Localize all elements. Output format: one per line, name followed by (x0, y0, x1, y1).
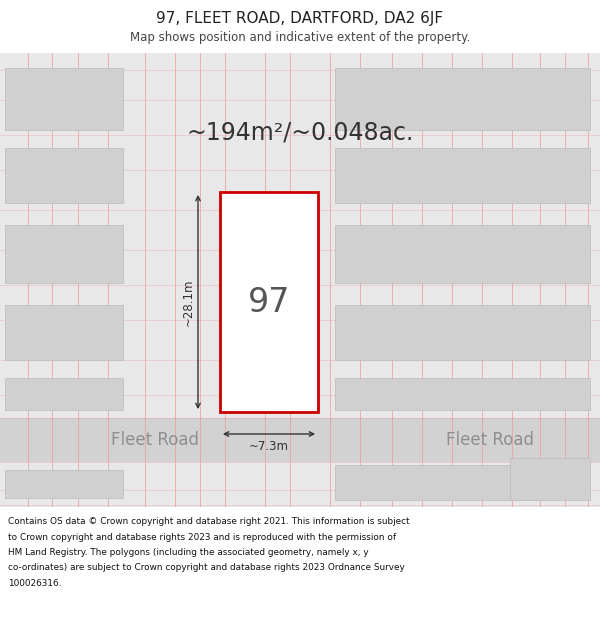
Text: to Crown copyright and database rights 2023 and is reproduced with the permissio: to Crown copyright and database rights 2… (8, 532, 396, 541)
Bar (5, 225, 123, 283)
Bar (0, 53, 600, 507)
Bar (5, 148, 123, 203)
Text: Map shows position and indicative extent of the property.: Map shows position and indicative extent… (130, 31, 470, 44)
Text: co-ordinates) are subject to Crown copyright and database rights 2023 Ordnance S: co-ordinates) are subject to Crown copyr… (8, 564, 405, 572)
Text: 97: 97 (248, 286, 290, 319)
Text: 100026316.: 100026316. (8, 579, 61, 588)
Bar (335, 465, 545, 500)
Text: ~28.1m: ~28.1m (182, 278, 194, 326)
Text: Fleet Road: Fleet Road (111, 431, 199, 449)
Text: Contains OS data © Crown copyright and database right 2021. This information is : Contains OS data © Crown copyright and d… (8, 517, 410, 526)
Bar (5, 68, 123, 130)
Bar (335, 225, 590, 283)
Bar (0, 418, 600, 462)
Bar (5, 305, 123, 360)
Bar (510, 458, 590, 500)
Bar (335, 378, 590, 410)
Text: ~194m²/~0.048ac.: ~194m²/~0.048ac. (187, 121, 413, 145)
Bar (5, 378, 123, 410)
Bar (335, 68, 590, 130)
Bar (335, 305, 590, 360)
Text: HM Land Registry. The polygons (including the associated geometry, namely x, y: HM Land Registry. The polygons (includin… (8, 548, 368, 557)
Text: Fleet Road: Fleet Road (446, 431, 534, 449)
Bar (220, 192, 318, 412)
Text: 97, FLEET ROAD, DARTFORD, DA2 6JF: 97, FLEET ROAD, DARTFORD, DA2 6JF (157, 11, 443, 26)
Bar (5, 470, 123, 498)
Bar (0, 0, 600, 53)
Bar (335, 148, 590, 203)
Bar (0, 507, 600, 625)
Text: ~7.3m: ~7.3m (249, 439, 289, 452)
